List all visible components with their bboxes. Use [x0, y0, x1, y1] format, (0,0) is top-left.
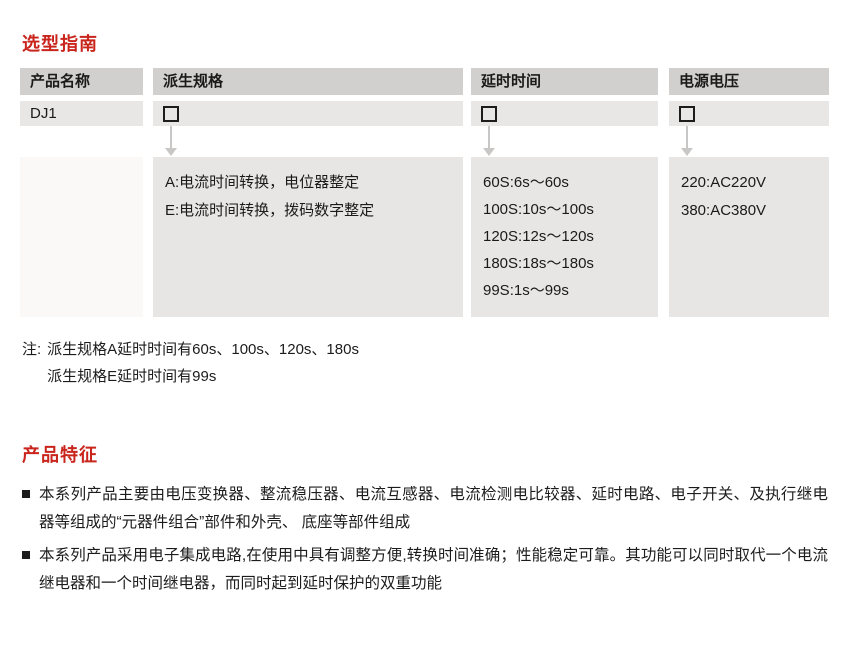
derived-spec-option: A:电流时间转换，电位器整定 — [165, 174, 360, 191]
product-model-label: DJ1 — [30, 105, 57, 122]
down-arrow-icon — [686, 126, 688, 148]
note-line-1: 派生规格A延时时间有60s、100s、120s、180s — [47, 341, 359, 358]
down-arrow-icon — [488, 126, 490, 148]
square-bullet-icon — [22, 551, 30, 559]
product-name-empty-box — [20, 157, 143, 317]
derived-spec-checkbox[interactable] — [163, 105, 179, 122]
header-delay-time: 延时时间 — [471, 68, 658, 95]
product-features-title: 产品特征 — [22, 445, 98, 465]
down-arrow-icon — [483, 148, 495, 156]
column-product-name: 产品名称 DJ1 — [20, 68, 143, 317]
header-derived-spec: 派生规格 — [153, 68, 463, 95]
feature-text: 本系列产品采用电子集成电路,在使用中具有调整方便,转换时间准确；性能稳定可靠。其… — [39, 547, 828, 592]
delay-time-checkbox[interactable] — [481, 105, 497, 122]
derived-spec-option: E:电流时间转换，拨码数字整定 — [165, 202, 375, 219]
product-name-cell: DJ1 — [20, 101, 143, 126]
derived-spec-options-box: A:电流时间转换，电位器整定 E:电流时间转换，拨码数字整定 — [153, 157, 463, 317]
header-supply-voltage: 电源电压 — [669, 68, 829, 95]
feature-item: 本系列产品采用电子集成电路,在使用中具有调整方便,转换时间准确；性能稳定可靠。其… — [22, 542, 828, 598]
delay-time-options-box: 60S:6s～60s 100S:10s～100s 120S:12s～120s 1… — [471, 157, 658, 317]
delay-time-cell — [471, 101, 658, 126]
down-arrow-icon — [681, 148, 693, 156]
column-delay-time: 延时时间 60S:6s～60s 100S:10s～100s 120S:12s～1… — [471, 68, 658, 317]
feature-list: 本系列产品主要由电压变换器、整流稳压器、电流互感器、电流检测电比较器、延时电路、… — [22, 481, 828, 603]
supply-voltage-options-box: 220:AC220V 380:AC380V — [669, 157, 829, 317]
column-supply-voltage: 电源电压 220:AC220V 380:AC380V — [669, 68, 829, 317]
delay-time-option: 100S:10s～100s — [483, 201, 594, 218]
supply-voltage-checkbox[interactable] — [679, 105, 695, 122]
supply-voltage-connector — [669, 126, 829, 157]
supply-voltage-option: 220:AC220V — [681, 174, 767, 191]
model-selection-table: 产品名称 DJ1 派生规格 A:电流时间转换，电位器整定 E:电流时间转换，拨码… — [20, 68, 829, 317]
supply-voltage-option: 380:AC380V — [681, 202, 767, 219]
delay-time-option: 120S:12s～120s — [483, 228, 594, 245]
delay-time-option: 60S:6s～60s — [483, 174, 569, 191]
column-derived-spec: 派生规格 A:电流时间转换，电位器整定 E:电流时间转换，拨码数字整定 — [153, 68, 463, 317]
selection-guide-title: 选型指南 — [22, 34, 98, 54]
note-prefix: 注: — [22, 341, 42, 358]
feature-item: 本系列产品主要由电压变换器、整流稳压器、电流互感器、电流检测电比较器、延时电路、… — [22, 481, 828, 537]
delay-time-connector — [471, 126, 658, 157]
supply-voltage-cell — [669, 101, 829, 126]
header-product-name: 产品名称 — [20, 68, 143, 95]
table-note: 注: 派生规格A延时时间有60s、100s、120s、180s 派生规格E延时时… — [22, 336, 359, 390]
down-arrow-icon — [170, 126, 172, 148]
derived-spec-cell — [153, 101, 463, 126]
down-arrow-icon — [165, 148, 177, 156]
delay-time-option: 180S:18s～180s — [483, 255, 594, 272]
derived-spec-connector — [153, 126, 463, 157]
note-line-2: 派生规格E延时时间有99s — [47, 368, 217, 385]
delay-time-option: 99S:1s～99s — [483, 282, 569, 299]
square-bullet-icon — [22, 490, 30, 498]
feature-text: 本系列产品主要由电压变换器、整流稳压器、电流互感器、电流检测电比较器、延时电路、… — [39, 486, 828, 531]
